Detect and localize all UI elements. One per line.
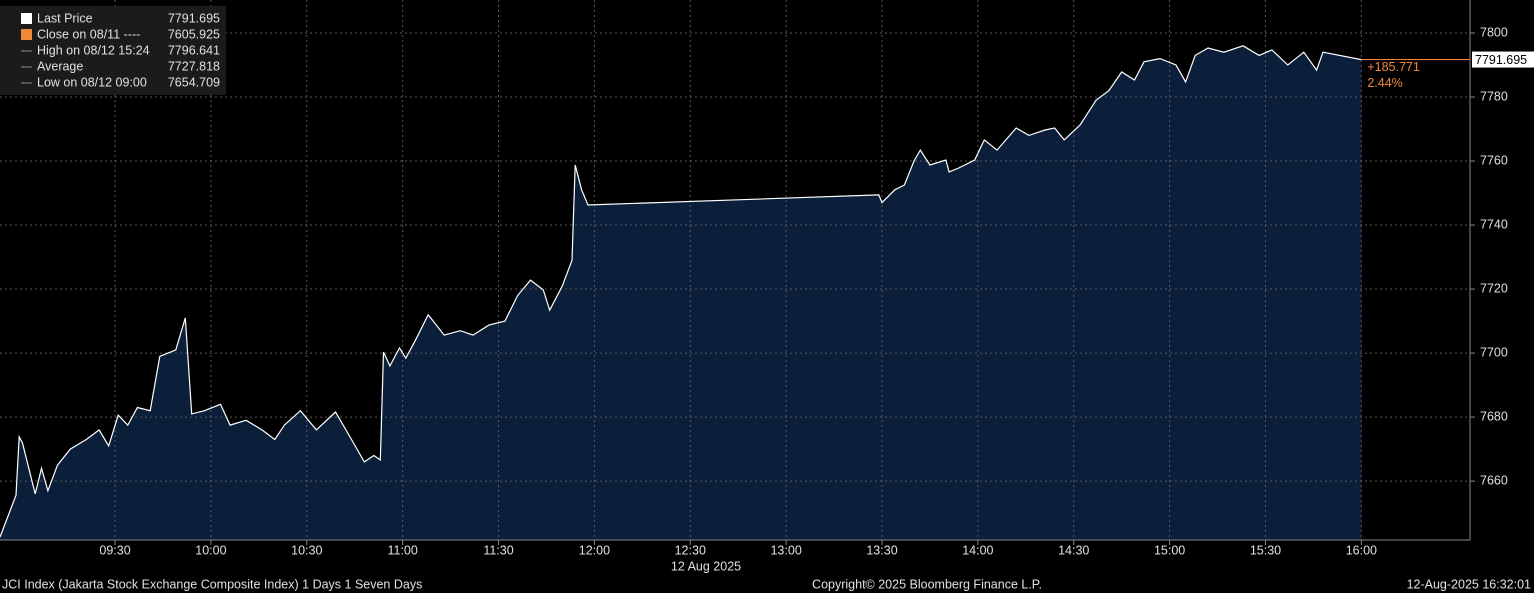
- footer-left: JCI Index (Jakarta Stock Exchange Compos…: [2, 577, 422, 591]
- x-tick-label: 09:30: [99, 543, 130, 557]
- y-tick-label: 7680: [1480, 409, 1508, 423]
- y-tick-label: 7760: [1480, 153, 1508, 167]
- legend-value: 7791.695: [168, 11, 220, 25]
- legend-box: [0, 6, 226, 95]
- x-tick-label: 12:30: [675, 543, 706, 557]
- change-label: +185.771: [1367, 60, 1420, 74]
- y-tick-label: 7780: [1480, 89, 1508, 103]
- legend: Last Price 7791.695 Close on 08/11 ---- 760…: [21, 11, 220, 89]
- x-tick-label: 13:00: [770, 543, 801, 557]
- x-tick-label: 10:00: [195, 543, 226, 557]
- legend-value: 7605.925: [168, 27, 220, 41]
- price-line: [0, 45, 1362, 538]
- x-tick-label: 16:00: [1346, 543, 1377, 557]
- x-tick-label: 14:30: [1058, 543, 1089, 557]
- x-tick-label: 15:00: [1154, 543, 1185, 557]
- legend-label: Low on 08/12 09:00: [37, 75, 147, 89]
- legend-icon: [21, 29, 32, 40]
- last-price-label: 7791.695: [1475, 53, 1527, 67]
- date-label: 12 Aug 2025: [671, 559, 741, 573]
- legend-label: High on 08/12 15:24: [37, 43, 150, 57]
- footer-center: Copyright© 2025 Bloomberg Finance L.P.: [812, 577, 1042, 591]
- legend-label: Last Price: [37, 11, 93, 25]
- change-pct-label: 2.44%: [1367, 76, 1402, 90]
- y-tick-label: 7720: [1480, 281, 1508, 295]
- last-price-tag: [1472, 51, 1534, 68]
- x-tick-label: 15:30: [1250, 543, 1281, 557]
- legend-value: 7796.641: [168, 43, 220, 57]
- legend-value: 7727.818: [168, 59, 220, 73]
- x-tick-label: 11:00: [387, 543, 417, 557]
- legend-value: 7654.709: [168, 75, 220, 89]
- legend-icon: [21, 13, 32, 24]
- x-tick-label: 13:30: [866, 543, 897, 557]
- y-tick-label: 7740: [1480, 217, 1508, 231]
- footer-right: 12-Aug-2025 16:32:01: [1407, 577, 1531, 591]
- plot: [0, 0, 1470, 541]
- x-tick-label: 12:00: [579, 543, 610, 557]
- y-tick-label: 7700: [1480, 345, 1508, 359]
- area: [0, 45, 1362, 541]
- legend-label: Close on 08/11 ----: [37, 27, 140, 41]
- x-tick-label: 10:30: [291, 543, 322, 557]
- y-tick-label: 7800: [1480, 25, 1508, 39]
- y-tick-label: 7660: [1480, 473, 1508, 487]
- x-tick-label: 14:00: [962, 543, 993, 557]
- legend-label: Average: [37, 59, 83, 73]
- x-tick-label: 11:30: [483, 543, 513, 557]
